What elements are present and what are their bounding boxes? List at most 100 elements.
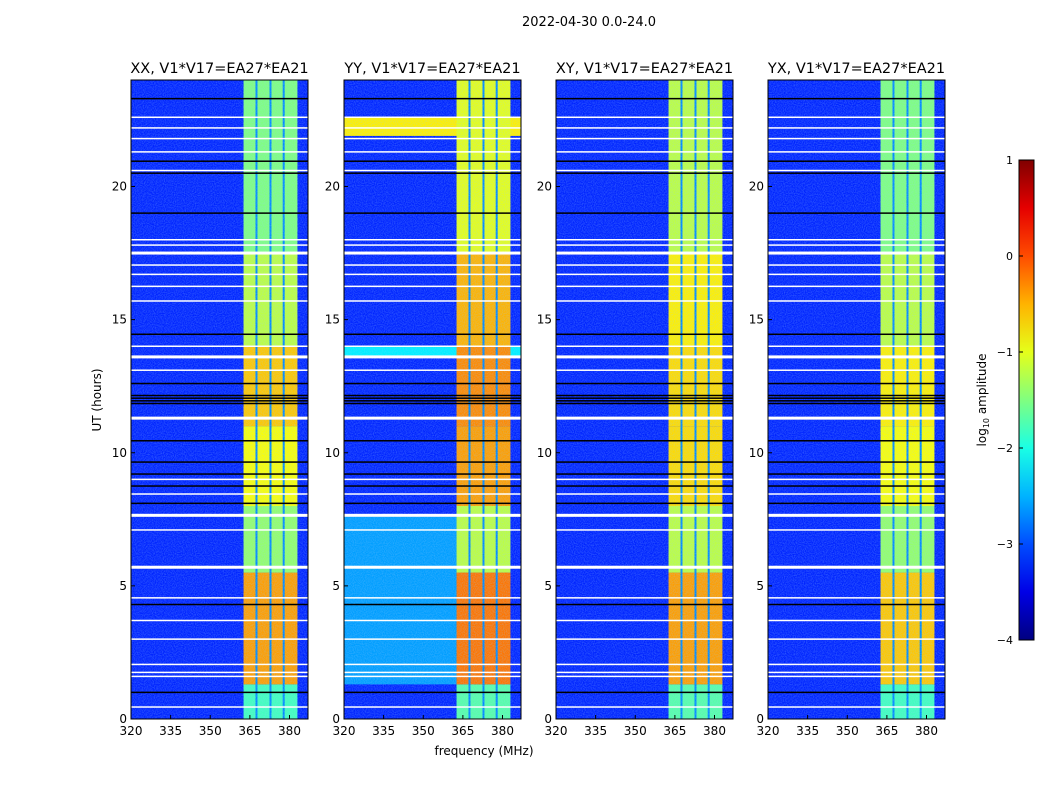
flagged-row: [556, 264, 733, 266]
zero-row: [344, 402, 521, 405]
flagged-row: [344, 597, 521, 599]
noise-texture: [768, 80, 945, 719]
flagged-row: [556, 300, 733, 302]
zero-row: [131, 461, 308, 463]
flagged-row: [131, 127, 308, 129]
zero-row: [768, 394, 945, 397]
zero-row: [344, 502, 521, 505]
flagged-row: [131, 638, 308, 640]
flagged-row: [556, 597, 733, 599]
y-tick-label: 10: [112, 446, 127, 460]
panel-frame: [767, 79, 946, 720]
flagged-row: [556, 513, 733, 517]
flagged-row: [344, 300, 521, 302]
zero-row: [131, 485, 308, 487]
zero-row: [131, 400, 308, 402]
zero-row: [344, 440, 521, 442]
flagged-row: [344, 244, 521, 246]
zero-row: [768, 212, 945, 214]
colorbar-tick-label: −2: [997, 442, 1013, 455]
flagged-row: [131, 565, 308, 569]
x-tick-label: 335: [584, 724, 607, 738]
flagged-row: [556, 565, 733, 569]
y-tick-label: 0: [756, 712, 764, 726]
flagged-row: [344, 151, 521, 153]
flagged-row: [556, 251, 733, 255]
flagged-row: [556, 529, 733, 531]
panel-frame: [343, 79, 522, 720]
zero-row: [768, 160, 945, 162]
x-tick-label: 380: [703, 724, 726, 738]
flagged-row: [556, 355, 733, 359]
zero-row: [344, 397, 521, 399]
zero-row: [131, 440, 308, 442]
zero-row: [131, 402, 308, 405]
figure-title: 2022-04-30 0.0-24.0: [522, 15, 656, 30]
colorbar-tick-label: −1: [997, 346, 1013, 359]
zero-row: [556, 160, 733, 162]
flagged-row: [556, 169, 733, 172]
zero-row: [131, 394, 308, 397]
x-tick-label: 335: [796, 724, 819, 738]
flagged-row: [344, 565, 521, 569]
panel-0: XX, V1*V17=EA27*EA21 320 335 350 365 380 0 5 10 1…: [112, 61, 309, 738]
x-tick-label: 350: [836, 724, 859, 738]
flagged-row: [131, 169, 308, 172]
flagged-row: [556, 671, 733, 674]
noise-texture: [556, 80, 733, 719]
flagged-row: [556, 619, 733, 622]
zero-row: [768, 440, 945, 442]
flagged-row: [344, 355, 521, 359]
flagged-row: [556, 116, 733, 119]
zero-row: [131, 382, 308, 385]
flagged-row: [131, 675, 308, 678]
zero-row: [131, 160, 308, 162]
flagged-row: [344, 127, 521, 129]
flagged-row: [131, 251, 308, 255]
x-tick-label: 350: [199, 724, 222, 738]
flagged-row: [344, 239, 521, 241]
flagged-row: [131, 597, 308, 599]
panel-title: YY, V1*V17=EA27*EA21: [343, 61, 520, 77]
y-tick-label: 20: [749, 180, 764, 194]
flagged-row: [768, 671, 945, 674]
zero-row: [131, 603, 308, 606]
zero-row: [131, 397, 308, 399]
flagged-row: [131, 137, 308, 140]
flagged-row: [131, 416, 308, 420]
zero-row: [131, 212, 308, 214]
zero-row: [556, 172, 733, 174]
flagged-row: [131, 151, 308, 153]
flagged-row: [131, 273, 308, 276]
y-tick-label: 0: [119, 712, 127, 726]
x-tick-label: 380: [491, 724, 514, 738]
flagged-row: [344, 675, 521, 678]
flagged-row: [556, 137, 733, 140]
flagged-row: [556, 675, 733, 678]
x-tick-label: 335: [159, 724, 182, 738]
flagged-row: [344, 369, 521, 371]
panel-title: YX, V1*V17=EA27*EA21: [767, 61, 945, 77]
flagged-row: [131, 244, 308, 246]
zero-row: [556, 440, 733, 442]
x-tick-label: 365: [875, 724, 898, 738]
y-tick-label: 20: [325, 180, 340, 194]
y-tick-label: 15: [112, 313, 127, 327]
x-tick-label: 320: [757, 724, 780, 738]
zero-row: [556, 461, 733, 463]
flagged-row: [768, 239, 945, 241]
zero-row: [768, 397, 945, 399]
zero-row: [556, 502, 733, 505]
y-tick-label: 0: [332, 712, 340, 726]
flagged-row: [556, 706, 733, 708]
zero-row: [131, 473, 308, 475]
zero-row: [768, 502, 945, 505]
colorbar-label-log: log: [975, 428, 989, 446]
zero-row: [131, 172, 308, 174]
zero-row: [344, 603, 521, 606]
flagged-row: [131, 285, 308, 288]
zero-row: [556, 473, 733, 475]
flagged-row: [131, 513, 308, 517]
zero-row: [344, 400, 521, 402]
zero-row: [556, 394, 733, 397]
